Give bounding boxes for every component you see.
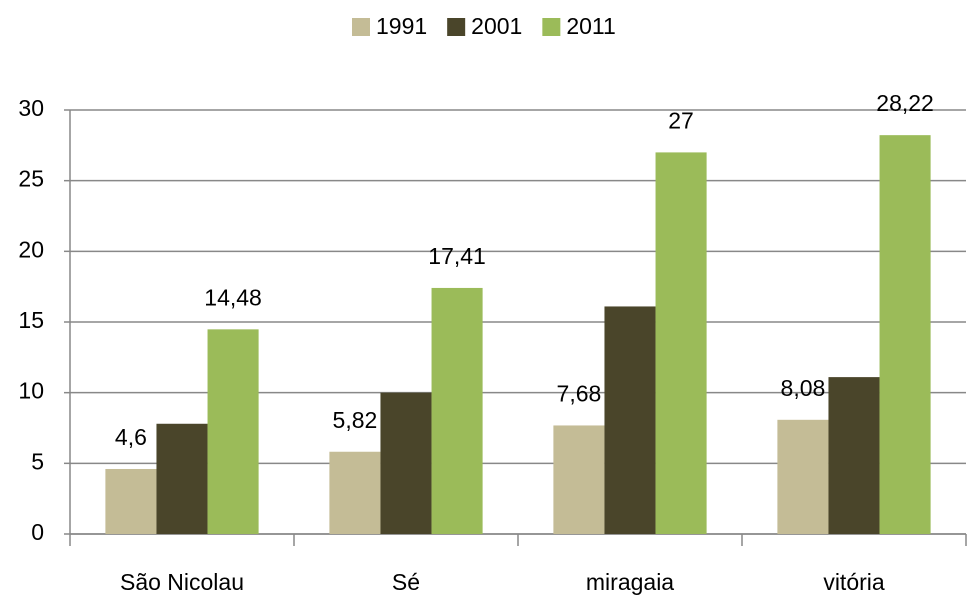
bar [828,377,880,534]
bar [879,135,931,534]
data-label: 8,08 [781,375,826,401]
x-tick-label: miragaia [586,569,674,595]
legend-label: 2011 [566,13,615,39]
y-tick-label: 25 [18,166,44,192]
data-label: 27 [668,107,694,133]
legend-swatch [447,18,466,36]
x-tick-label: vitória [823,569,885,595]
bar [207,329,259,534]
x-tick-label: São Nicolau [120,569,244,595]
legend-label: 2001 [471,13,522,39]
legend-swatch [352,18,370,36]
legend-label: 1991 [376,13,427,39]
data-label: 4,6 [115,424,147,450]
data-label: 7,68 [557,381,602,407]
x-tick-label: Sé [392,569,420,595]
data-label: 17,41 [428,243,486,269]
bar [105,468,157,534]
bar [655,152,707,534]
bar [380,392,432,534]
bar [156,423,208,534]
y-tick-label: 30 [18,95,44,121]
bar [329,451,381,534]
data-label: 28,22 [876,90,934,116]
y-tick-label: 15 [18,307,44,333]
y-tick-label: 10 [18,378,44,404]
bar [553,425,605,534]
data-label: 5,82 [333,407,378,433]
y-tick-label: 20 [18,236,44,262]
legend-swatch [542,18,561,36]
data-label: 14,48 [204,284,262,310]
bar [777,419,829,534]
y-tick-label: 5 [31,448,44,474]
bar [604,306,656,534]
bar [431,287,483,534]
y-tick-label: 0 [31,519,44,545]
